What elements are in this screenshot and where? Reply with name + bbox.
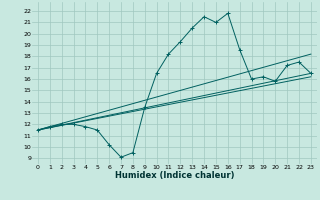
- X-axis label: Humidex (Indice chaleur): Humidex (Indice chaleur): [115, 171, 234, 180]
